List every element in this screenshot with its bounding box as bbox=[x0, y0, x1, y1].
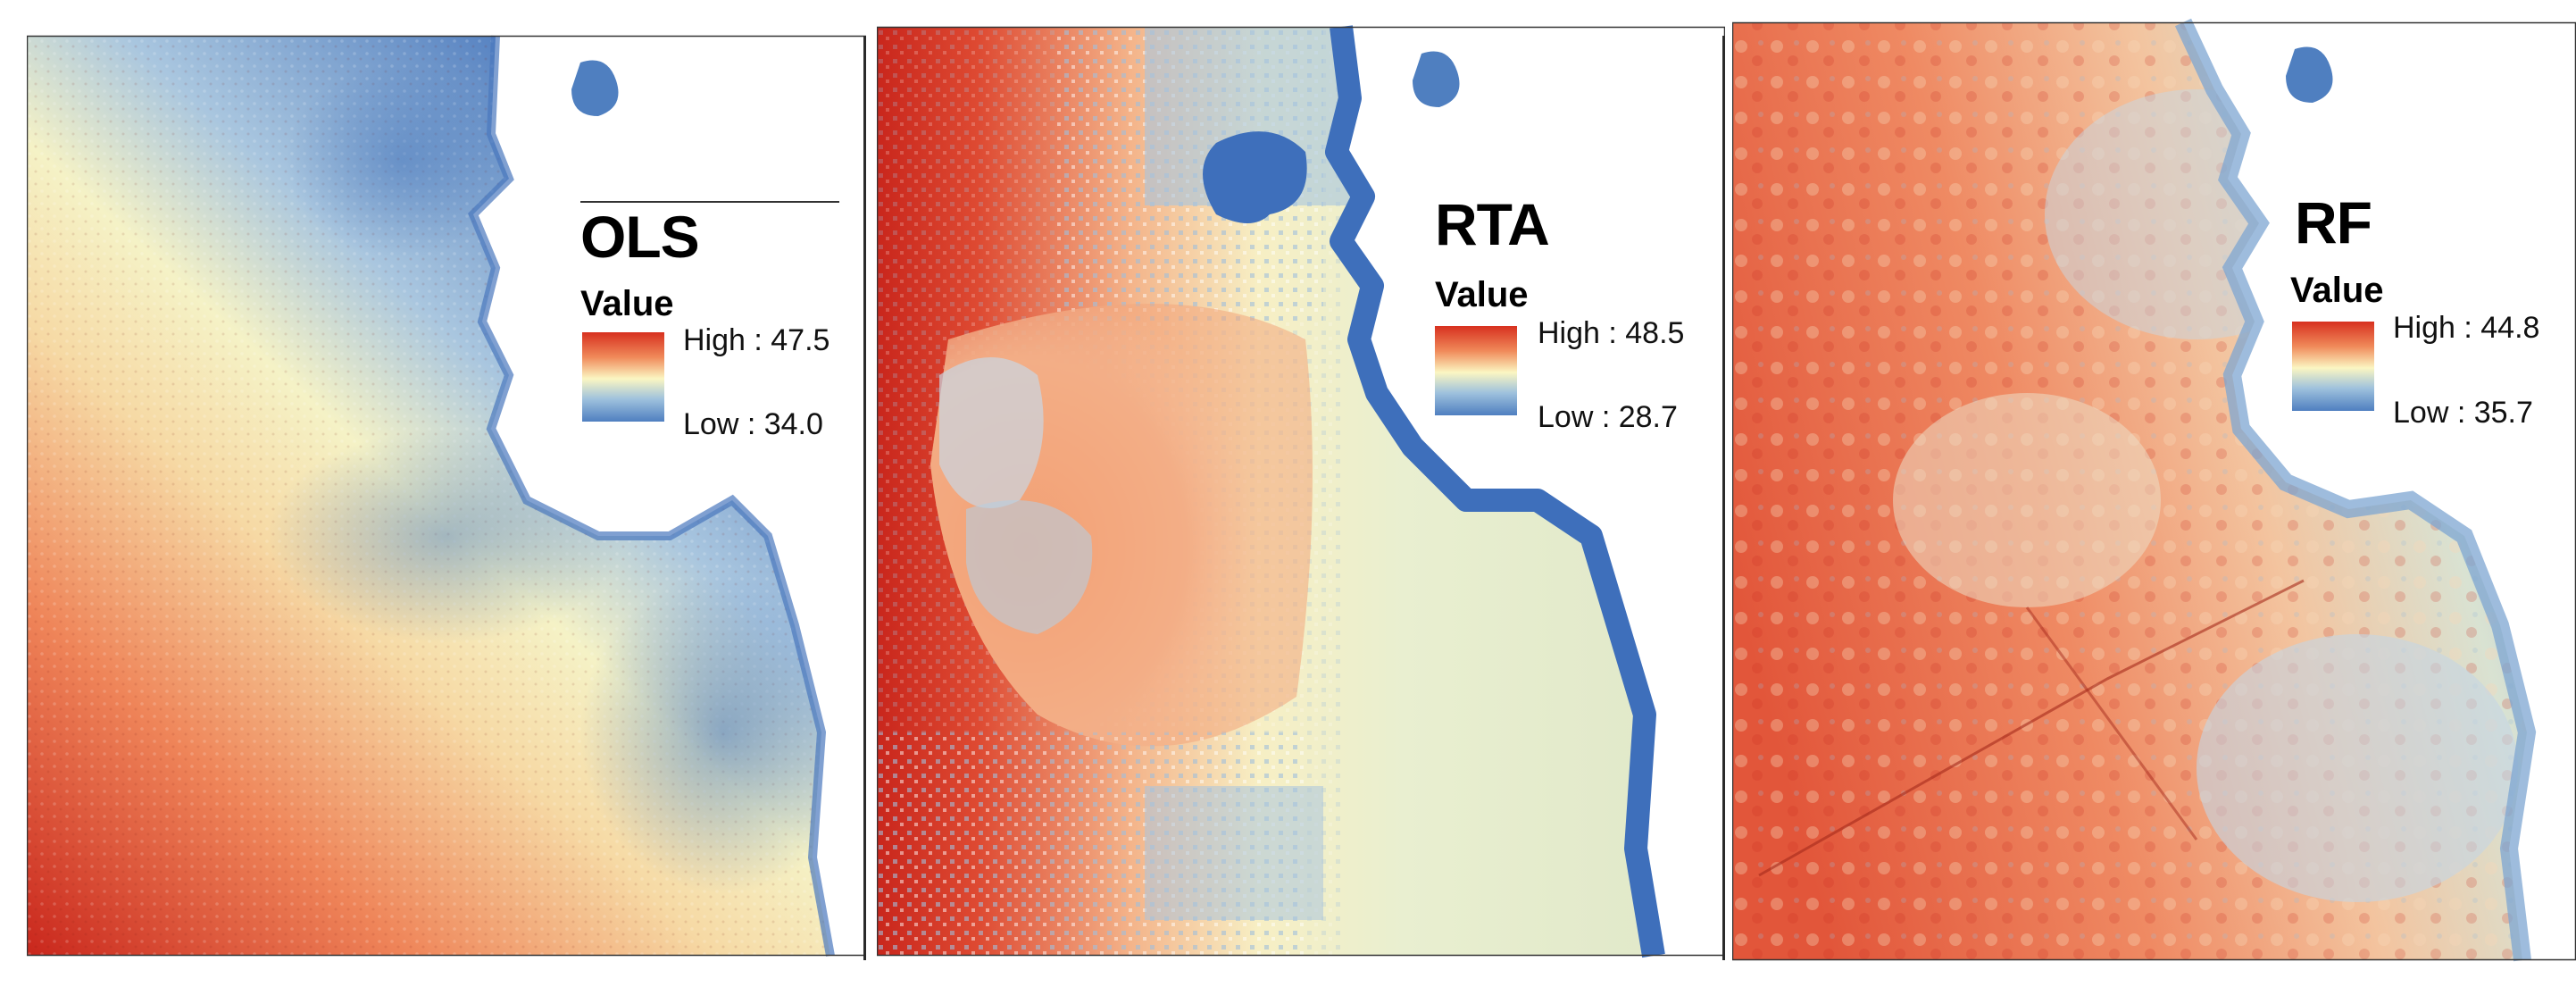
rta-color-ramp bbox=[1435, 326, 1517, 415]
panel-divider bbox=[863, 36, 866, 960]
rta-inland-lagoon bbox=[1203, 131, 1307, 223]
rta-legend-header: Value bbox=[1435, 275, 1529, 314]
rta-legend-high: High : 48.5 bbox=[1538, 316, 1685, 350]
rf-legend-header: Value bbox=[2290, 271, 2384, 310]
rf-cool-zone bbox=[2197, 634, 2518, 902]
rta-legend-low: Low : 28.7 bbox=[1538, 400, 1678, 434]
ols-map-title: OLS bbox=[580, 204, 700, 270]
ols-sea-area bbox=[473, 36, 866, 956]
ols-legend-high: High : 47.5 bbox=[683, 323, 830, 357]
rf-coastline bbox=[2174, 18, 2537, 962]
rf-cool-zone bbox=[1893, 393, 2161, 607]
map-panel-rf: RF Value High : 44.8 Low : 35.7 bbox=[1732, 0, 2576, 987]
rf-map-title: RF bbox=[2295, 189, 2372, 255]
rf-sea-area bbox=[2183, 22, 2576, 960]
ols-raster-map bbox=[27, 35, 866, 957]
rf-island bbox=[2286, 46, 2333, 103]
ols-legend-low: Low : 34.0 bbox=[683, 407, 823, 441]
ols-cool-zone bbox=[580, 572, 866, 893]
ols-cool-zone bbox=[286, 63, 518, 259]
rta-coastline bbox=[1325, 25, 1665, 958]
rta-raster-map bbox=[877, 25, 1725, 958]
map-panel-rta: RTA Value High : 48.5 Low : 28.7 bbox=[877, 0, 1725, 987]
rta-map-title: RTA bbox=[1435, 191, 1550, 257]
ols-title-rule bbox=[580, 201, 839, 203]
rf-legend-low: Low : 35.7 bbox=[2393, 396, 2533, 430]
ols-color-ramp bbox=[582, 332, 664, 422]
ols-coastline bbox=[468, 35, 835, 957]
rf-color-ramp bbox=[2292, 322, 2374, 411]
rf-raster-map bbox=[1732, 18, 2576, 962]
ols-legend-header: Value bbox=[580, 284, 674, 323]
rta-urban-cluster bbox=[966, 500, 1093, 634]
rta-island bbox=[1413, 51, 1460, 107]
map-panel-ols: OLS Value High : 47.5 Low : 34.0 bbox=[27, 0, 866, 987]
rf-road-line bbox=[2025, 606, 2198, 841]
rf-legend-high: High : 44.8 bbox=[2393, 311, 2540, 345]
rf-road-line bbox=[1758, 579, 2305, 877]
rta-urban-cluster bbox=[939, 357, 1044, 508]
ols-island bbox=[571, 60, 619, 116]
panel-divider bbox=[1722, 36, 1725, 960]
